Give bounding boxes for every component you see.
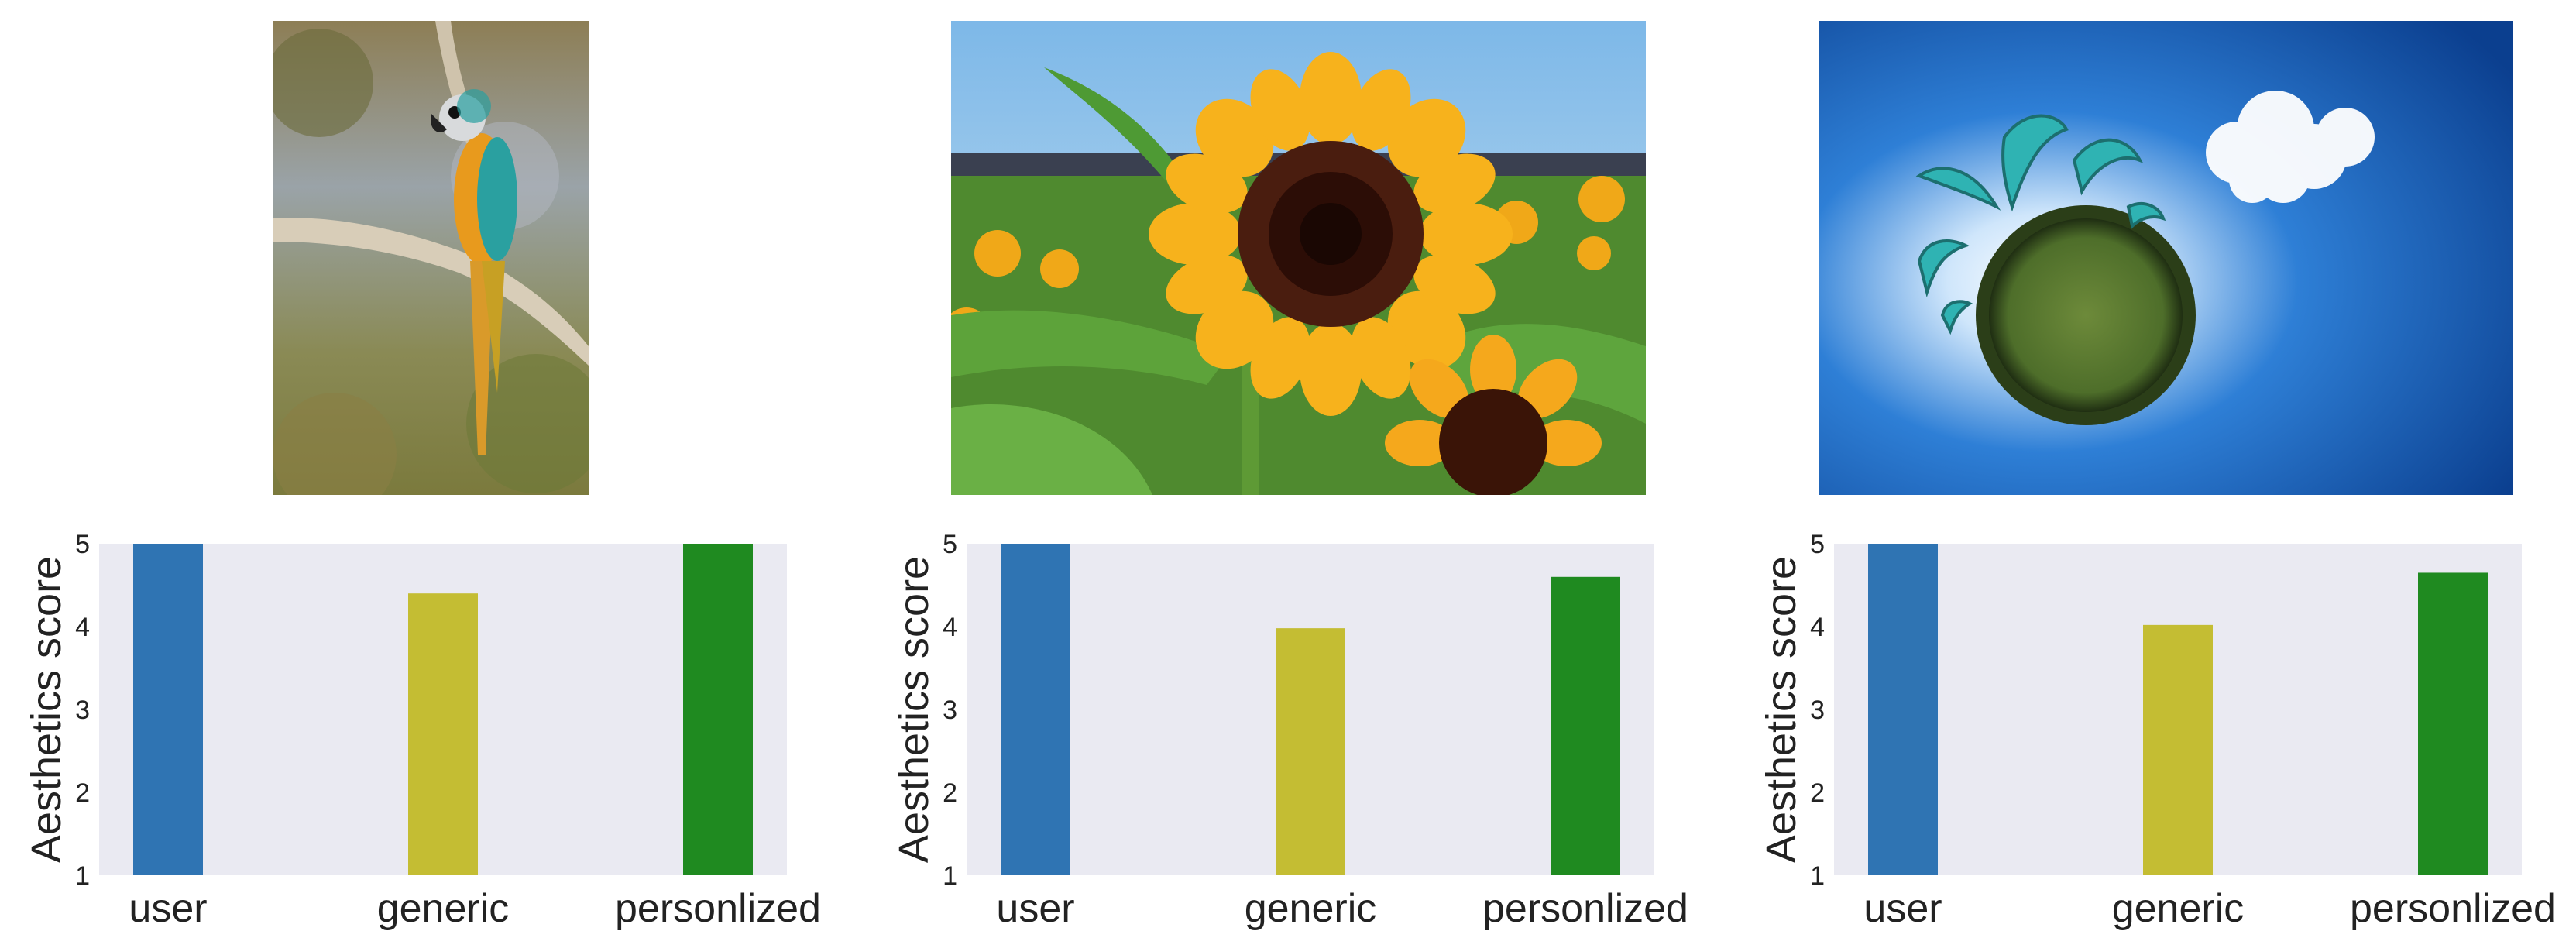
bar-personlized xyxy=(2418,572,2488,875)
y-tick-label: 1 xyxy=(943,861,957,891)
bar-chart-svg-2: 1 2 3 4 5 user generic personlized Aesthetics … xyxy=(891,530,1688,931)
bar-generic xyxy=(2143,624,2213,875)
y-tick-label: 3 xyxy=(1810,696,1825,725)
y-axis-title: Aesthetics score xyxy=(891,556,937,863)
bar-user xyxy=(133,544,203,875)
parrot-photo xyxy=(273,21,589,495)
x-category-label: user xyxy=(129,886,207,931)
bar-user xyxy=(1001,544,1070,875)
sunflower-photo xyxy=(951,21,1646,495)
y-axis-title: Aesthetics score xyxy=(23,556,70,863)
y-tick-label: 2 xyxy=(1810,778,1825,808)
chart-1: 1 2 3 4 5 user generic personlized Aesthetics … xyxy=(0,519,844,931)
bar-chart-svg-1: 1 2 3 4 5 user generic personlized Aesthetics … xyxy=(23,530,821,931)
bar-personlized xyxy=(683,544,753,875)
x-category-label: generic xyxy=(377,886,510,931)
y-tick-label: 5 xyxy=(943,530,957,559)
bar-personlized xyxy=(1551,576,1620,875)
bar-user xyxy=(1868,544,1938,875)
y-tick-label: 5 xyxy=(75,530,90,559)
bar-generic xyxy=(1276,628,1345,875)
y-tick-label: 4 xyxy=(75,613,90,642)
y-tick-label: 3 xyxy=(75,696,90,725)
x-category-label: personlized xyxy=(1482,886,1688,931)
y-tick-label: 4 xyxy=(1810,613,1825,642)
y-tick-label: 5 xyxy=(1810,530,1825,559)
chart-3: 1 2 3 4 5 user generic personlized Aesthetics … xyxy=(1735,519,2576,931)
y-tick-label: 2 xyxy=(75,778,90,808)
x-category-label: generic xyxy=(2112,886,2245,931)
x-category-label: personlized xyxy=(615,886,821,931)
bar-generic xyxy=(408,593,478,875)
chart-2: 1 2 3 4 5 user generic personlized Aesthetics … xyxy=(867,519,1712,931)
bar-chart-svg-3: 1 2 3 4 5 user generic personlized Aesthetics … xyxy=(1758,530,2556,931)
y-tick-label: 1 xyxy=(1810,861,1825,891)
x-category-label: generic xyxy=(1245,886,1377,931)
y-axis-title: Aesthetics score xyxy=(1758,556,1805,863)
x-category-label: personlized xyxy=(2350,886,2556,931)
x-category-label: user xyxy=(1863,886,1942,931)
little-planet-photo xyxy=(1819,21,2513,495)
y-tick-label: 3 xyxy=(943,696,957,725)
y-tick-label: 1 xyxy=(75,861,90,891)
y-tick-label: 2 xyxy=(943,778,957,808)
x-category-label: user xyxy=(996,886,1074,931)
y-tick-label: 4 xyxy=(943,613,957,642)
